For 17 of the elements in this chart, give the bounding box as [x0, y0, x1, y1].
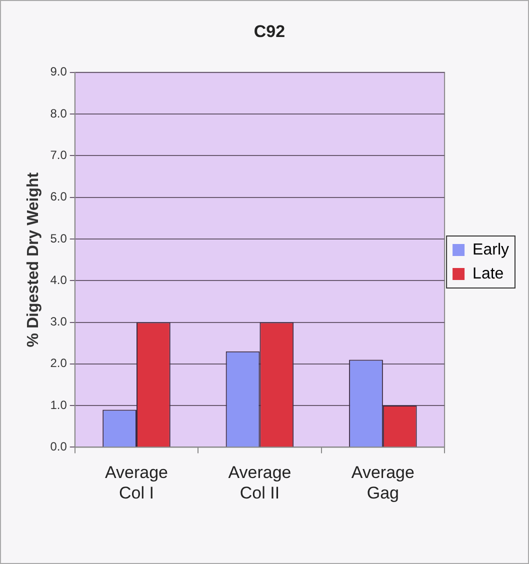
x-tick-label: Average Col I: [104, 463, 168, 502]
y-axis-title: % Digested Dry Weight: [25, 172, 42, 348]
x-tick-label: Average Gag: [351, 463, 414, 502]
y-tick-label: 6.0: [50, 190, 68, 204]
y-tick-label: 8.0: [50, 106, 68, 120]
y-tick-label: 1.0: [50, 398, 68, 412]
y-tick-label: 9.0: [50, 64, 68, 79]
legend-label: Early: [472, 241, 509, 258]
y-tick-label: 2.0: [50, 356, 68, 370]
x-tick-label: Average Col II: [228, 463, 292, 502]
y-tick-label: 0.0: [50, 440, 68, 454]
y-tick-label: 4.0: [50, 272, 68, 287]
y-tick-label: 5.0: [50, 231, 68, 246]
chart-title: C92: [254, 22, 286, 41]
y-tick-label: 7.0: [50, 148, 68, 162]
y-tick-label: 3.0: [50, 314, 68, 329]
legend-label: Late: [472, 265, 504, 282]
